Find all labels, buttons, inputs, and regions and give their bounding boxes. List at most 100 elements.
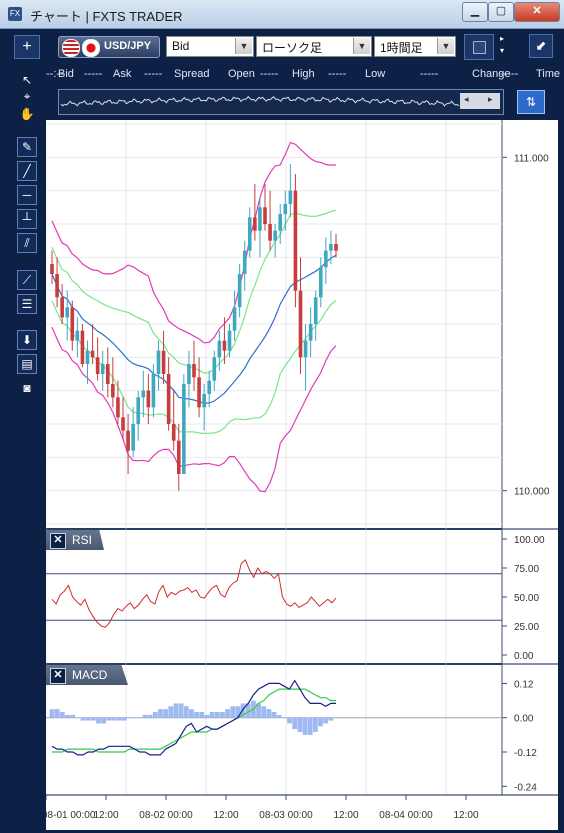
download-icon[interactable]: ⬇ [17,330,37,350]
macd-histogram-bar [137,717,143,719]
chevron-down-icon: ▼ [353,38,370,54]
list-icon[interactable]: ▤ [17,354,37,374]
candle-body [313,297,318,324]
app-icon: FX [8,7,22,21]
macd-histogram-bar [333,717,339,719]
candle-body [131,424,135,451]
trend-line-tool-icon[interactable]: ╱ [17,161,37,181]
macd-histogram-bar [158,709,163,718]
navigator-left-button[interactable]: ◂ [464,94,469,104]
macd-histogram-bar [101,717,107,724]
candle-body [116,397,120,418]
vertical-marker-tool-icon[interactable]: ┴ [17,209,37,229]
navigator-right-button[interactable]: ▸ [488,94,493,104]
candle-body [329,244,333,251]
macd-plot-background [46,665,502,795]
rsi-axis-label: 0.00 [514,651,534,662]
macd-histogram-bar [318,717,323,727]
minimize-button[interactable]: ▁ [462,2,488,22]
candle-body [55,274,59,298]
candle-body [192,364,196,378]
macd-close-button[interactable]: ✕ [50,668,66,684]
macd-histogram-bar [65,714,70,718]
candle-body [273,230,277,241]
chart-canvas[interactable]: 111.000 110.000 100.00 75.00 50.00 25.00 0.00 0… [46,120,558,830]
pointer-icon[interactable]: ↖ [21,73,33,87]
macd-histogram-bar [276,714,282,718]
candle-body [227,330,232,351]
chevron-down-icon: ▼ [235,38,252,54]
rsi-axis-label: 75.00 [514,564,539,575]
candle-body [176,440,181,474]
chart-area[interactable]: 111.000 110.000 100.00 75.00 50.00 25.00 0.00 0… [46,120,558,830]
candle-body [278,214,283,231]
us-flag-icon [62,39,80,57]
chevron-down-icon: ▼ [437,38,454,54]
macd-histogram-bar [225,709,230,718]
candle-body [111,384,115,398]
chart-type-select[interactable]: ローソク足 ▼ [256,36,372,57]
macd-histogram-bar [173,703,179,718]
macd-histogram-bar [189,709,194,718]
price-type-value: Bid [172,39,190,53]
candle-body [187,364,191,384]
candle-body [50,264,54,274]
macd-histogram-bar [245,703,251,718]
candle-body [75,330,80,341]
rsi-panel-tab: ✕ RSI [46,530,104,550]
auto-scroll-button[interactable]: ⇅ [517,90,545,114]
macd-histogram-bar [292,717,298,730]
rsi-close-button[interactable]: ✕ [50,533,66,549]
rsi-panel-label: RSI [72,533,93,547]
macd-histogram-bar [127,717,132,719]
scroll-arrows-icon[interactable]: ▸ ▾ [500,34,505,55]
macd-histogram-bar [121,717,127,721]
hand-icon[interactable]: ✋ [19,107,35,121]
macd-histogram-bar [220,712,225,718]
candle-body [85,350,90,364]
bollinger-middle [51,254,337,404]
time-axis-label: 08-04 00:00 [379,810,433,821]
macd-panel-tab: ✕ MACD [46,665,128,685]
macd-histogram-bar [199,712,205,718]
vertical-line-tool-icon[interactable]: ✎ [17,137,37,157]
layout-toggle-button[interactable] [464,34,494,60]
info-value-high: ----- [328,68,347,80]
close-button[interactable]: ✕ [514,2,560,22]
fibonacci-tool-icon[interactable]: ☰ [17,294,37,314]
time-axis-label: 12:00 [93,810,118,821]
symbol-label: USD/JPY [104,40,152,52]
macd-histogram-bar [70,714,76,718]
price-type-select[interactable]: Bid ▼ [166,36,254,57]
macd-histogram-bar [261,706,267,718]
macd-line [51,679,336,756]
timeframe-select[interactable]: 1時間足 ▼ [374,36,456,57]
horizontal-line-tool-icon[interactable]: ─ [17,185,37,205]
candle-body [308,324,313,341]
macd-histogram-bar [183,706,189,718]
time-axis-background [46,795,558,830]
crosshair-pointer-icon[interactable]: ⌖ [23,89,31,103]
macd-histogram-bar [142,714,148,718]
add-chart-button[interactable]: + [14,35,40,59]
maximize-button[interactable]: ▢ [488,2,514,22]
macd-histogram-bar [307,717,313,735]
macd-histogram-bar [297,717,303,732]
fan-tool-icon[interactable]: ⟋ [17,270,37,290]
candle-body [156,350,161,374]
chart-navigator[interactable] [58,89,504,115]
symbol-button[interactable]: USD/JPY [58,36,160,58]
camera-icon[interactable]: ◙ [23,381,31,395]
candle-body [70,307,75,341]
price-axis-label: 111.000 [514,153,549,164]
drawing-tools-sidebar: ↖ ⌖ ✋ ✎ ╱ ─ ┴ ⫽ ⟋ ☰ ⬇ ▤ ◙ [0,63,46,833]
macd-histogram-bar [302,717,308,735]
popout-button[interactable]: ⬋ [529,34,553,58]
price-axis-background [502,120,558,795]
parallel-lines-tool-icon[interactable]: ⫽ [17,233,37,253]
candle-body [161,350,166,374]
macd-histogram-bar [287,717,292,724]
macd-histogram-bar [111,717,117,721]
candle-body [60,297,64,318]
info-value-ask: ----- [144,68,163,80]
